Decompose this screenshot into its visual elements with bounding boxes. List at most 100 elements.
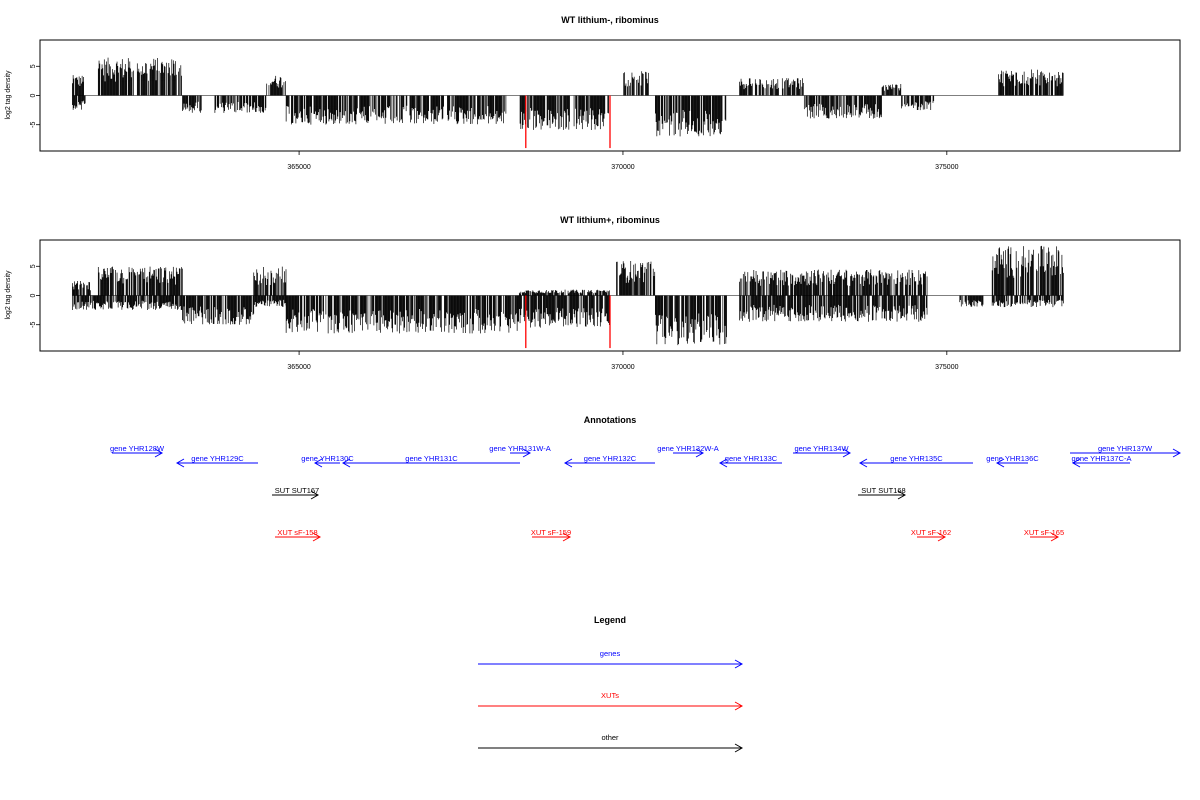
signal-segment — [253, 295, 287, 307]
gene-arrow — [1070, 448, 1182, 458]
legend-items: genes XUTs other — [478, 649, 744, 753]
signal-segment — [959, 295, 984, 307]
x-tick-label: 375000 — [935, 364, 958, 371]
signal-path — [266, 75, 286, 96]
annotations-title: Annotations — [584, 415, 637, 425]
other-arrow — [272, 490, 320, 500]
signal-path — [991, 245, 1064, 296]
arrow-head — [937, 532, 947, 542]
signal-segment — [285, 295, 519, 334]
x-tick-label: 365000 — [287, 364, 310, 371]
signal-segment — [182, 95, 202, 113]
gene-arrow — [718, 458, 782, 468]
legend-label: other — [601, 733, 619, 742]
gene-arrow — [995, 458, 1028, 468]
signal-path — [72, 75, 84, 96]
signal-path — [182, 95, 202, 113]
signal-bars — [72, 245, 1064, 349]
xut-arrow — [275, 532, 322, 542]
gene-arrow — [510, 448, 532, 458]
signal-path — [998, 69, 1064, 96]
signal-path — [285, 95, 507, 125]
xut-arrow — [917, 532, 947, 542]
signal-path — [901, 95, 935, 111]
signal-path — [214, 95, 267, 113]
signal-path — [72, 281, 91, 296]
arrow-head — [1050, 532, 1060, 542]
signal-path — [182, 295, 255, 325]
y-tick-label: -5 — [30, 121, 37, 127]
y-tick-label: 5 — [30, 64, 37, 68]
signal-segment — [266, 75, 286, 96]
feature-label: gene YHR132C — [584, 454, 637, 463]
x-tick-label: 370000 — [611, 164, 634, 171]
x-tick-label: 365000 — [287, 164, 310, 171]
feature-label: gene YHR137W — [1098, 444, 1153, 453]
feature-label: gene YHR128W — [110, 444, 165, 453]
gene-arrow — [112, 448, 164, 458]
feature-label: gene YHR136C — [986, 454, 1039, 463]
signal-segment — [739, 269, 928, 296]
y-tick-label: -5 — [30, 321, 37, 327]
arrow-head — [842, 448, 852, 458]
signal-segment — [623, 71, 649, 96]
feature-label: gene YHR130C — [301, 454, 354, 463]
signal-segment — [182, 295, 255, 325]
signal-segment — [72, 95, 86, 110]
y-axis-label: log2 tag density — [5, 270, 12, 320]
legend-item-genes: genes — [478, 649, 744, 669]
feature-label: XUT sF-158 — [277, 528, 317, 537]
gene-arrow — [313, 458, 340, 468]
gene-arrow — [563, 458, 655, 468]
panel-lithium-plus: WT lithium+, ribominus log2 tag density … — [5, 215, 1181, 371]
signal-path — [739, 269, 928, 296]
legend-title: Legend — [594, 615, 626, 625]
arrow-head — [897, 490, 907, 500]
signal-path — [623, 71, 649, 96]
annotation-features: gene YHR128W gene YHR129C gene YHR130C gene… — [110, 444, 1182, 542]
gene-arrow — [858, 458, 973, 468]
signal-segment — [97, 266, 183, 296]
signal-segment — [72, 281, 91, 296]
feature-label: gene YHR133C — [725, 454, 778, 463]
arrow-head — [562, 532, 572, 542]
signal-segment — [803, 95, 882, 119]
arrow-head — [734, 659, 744, 669]
signal-path — [518, 289, 610, 296]
feature-label: XUT sF-159 — [531, 528, 571, 537]
xut-arrow — [1030, 532, 1060, 542]
y-tick-label: 5 — [30, 264, 37, 268]
arrow-head — [312, 532, 322, 542]
feature-label: XUT sF-165 — [1024, 528, 1064, 537]
signal-segment — [214, 95, 267, 113]
signal-segment — [654, 95, 727, 137]
signal-segment — [901, 95, 935, 111]
arrow-head — [734, 743, 744, 753]
signal-segment — [991, 295, 1064, 308]
signal-path — [654, 295, 727, 346]
signal-segment — [881, 83, 902, 96]
signal-segment — [518, 295, 610, 328]
panel-title: WT lithium-, ribominus — [561, 15, 659, 25]
signal-segment — [72, 75, 84, 96]
x-tick-label: 370000 — [611, 364, 634, 371]
arrow-head — [310, 490, 320, 500]
arrow-head — [1172, 448, 1182, 458]
arrow-head — [341, 458, 351, 468]
signal-segment — [518, 289, 610, 296]
signal-segment — [616, 260, 656, 296]
feature-label: gene YHR129C — [191, 454, 244, 463]
signal-path — [739, 295, 928, 322]
legend-item-xuts: XUTs — [478, 691, 744, 711]
signal-segment — [998, 69, 1064, 96]
signal-path — [881, 83, 902, 96]
panel-lithium-minus: WT lithium-, ribominus log2 tag density … — [5, 15, 1181, 171]
signal-path — [72, 95, 86, 110]
signal-path — [616, 260, 656, 296]
legend-arrow — [478, 701, 744, 711]
arrow-head — [734, 701, 744, 711]
signal-segment — [97, 57, 182, 96]
feature-label: SUT SUT167 — [275, 486, 319, 495]
signal-path — [991, 295, 1064, 308]
